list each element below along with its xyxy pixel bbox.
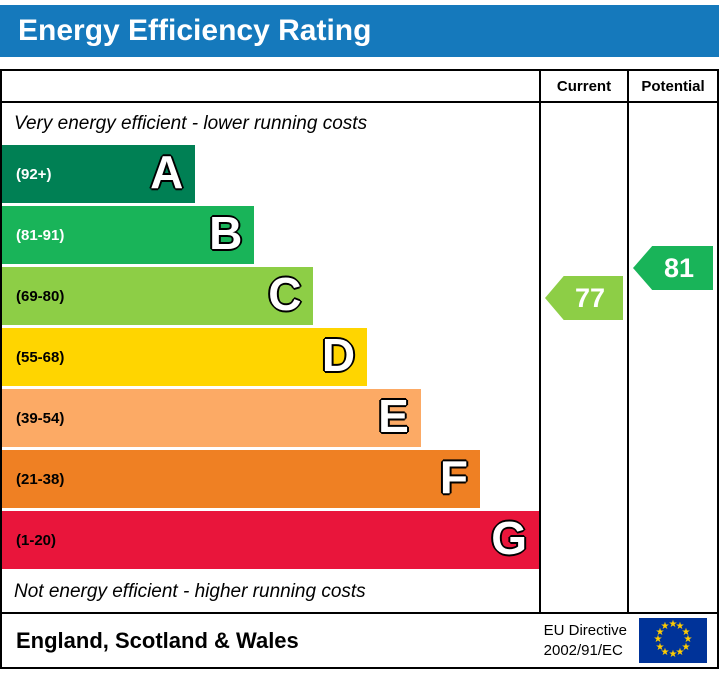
band-b-range: (81-91): [16, 226, 65, 244]
footer: England, Scotland & Wales EU Directive 2…: [0, 612, 719, 669]
band-c: (69-80) C: [2, 267, 314, 325]
potential-rating-value: 81: [663, 252, 695, 283]
band-g-range: (1-20): [16, 531, 57, 549]
band-f-letter: F: [439, 451, 468, 504]
column-header-potential: Potential: [627, 71, 717, 103]
eu-directive-line2: 2002/91/EC: [543, 641, 623, 659]
eu-star: ★: [660, 621, 670, 632]
eu-star: ★: [675, 647, 685, 658]
eu-star: ★: [681, 627, 691, 638]
page-title: Energy Efficiency Rating: [0, 5, 719, 57]
band-d-letter: D: [321, 329, 356, 382]
eu-star: ★: [660, 647, 670, 658]
band-d: (55-68) D: [2, 328, 368, 386]
band-f: (21-38) F: [2, 450, 480, 508]
eu-star: ★: [683, 634, 693, 645]
current-rating-arrow: 77: [545, 276, 623, 320]
band-row-f: (21-38) F: [2, 450, 539, 511]
band-e-letter: E: [378, 390, 409, 443]
eu-directive-label: EU Directive 2002/91/EC: [544, 621, 627, 660]
current-rating-value: 77: [574, 282, 606, 313]
band-row-c: (69-80) C: [2, 267, 539, 328]
current-column: 77: [539, 103, 627, 612]
potential-rating-arrow: 81: [633, 246, 713, 290]
band-row-a: (92+) A: [2, 145, 539, 206]
eu-flag-icon: ★ ★ ★ ★ ★ ★ ★ ★ ★ ★ ★ ★: [639, 618, 707, 663]
eu-star: ★: [668, 619, 678, 630]
header-spacer: [2, 71, 539, 103]
band-a: (92+) A: [2, 145, 196, 203]
band-a-range: (92+): [16, 165, 52, 183]
eu-star: ★: [675, 621, 685, 632]
column-header-current: Current: [539, 71, 627, 103]
energy-rating-chart: Current Potential Very energy efficient …: [0, 69, 719, 614]
band-b: (81-91) B: [2, 206, 255, 264]
band-e: (39-54) E: [2, 389, 421, 447]
eu-star: ★: [655, 642, 665, 653]
band-e-range: (39-54): [16, 409, 65, 427]
eu-star: ★: [655, 627, 665, 638]
band-row-b: (81-91) B: [2, 206, 539, 267]
potential-column: 81: [627, 103, 717, 612]
region-label: England, Scotland & Wales: [16, 627, 299, 653]
band-row-d: (55-68) D: [2, 328, 539, 389]
band-b-letter: B: [209, 207, 243, 260]
band-d-range: (55-68): [16, 348, 65, 366]
band-f-range: (21-38): [16, 470, 65, 488]
eu-directive-line1: EU Directive: [543, 622, 627, 639]
caption-top: Very energy efficient - lower running co…: [14, 113, 368, 134]
band-c-range: (69-80): [16, 287, 65, 305]
band-area: Very energy efficient - lower running co…: [2, 103, 539, 612]
eu-star: ★: [653, 634, 663, 645]
band-row-e: (39-54) E: [2, 389, 539, 450]
band-row-g: (1-20) G: [2, 511, 539, 572]
eu-star: ★: [681, 642, 691, 653]
caption-bottom: Not energy efficient - higher running co…: [14, 581, 366, 602]
band-c-letter: C: [268, 268, 302, 321]
eu-star: ★: [668, 649, 678, 660]
band-g: (1-20) G: [2, 511, 539, 569]
band-a-letter: A: [150, 146, 184, 199]
band-g-letter: G: [491, 512, 527, 565]
